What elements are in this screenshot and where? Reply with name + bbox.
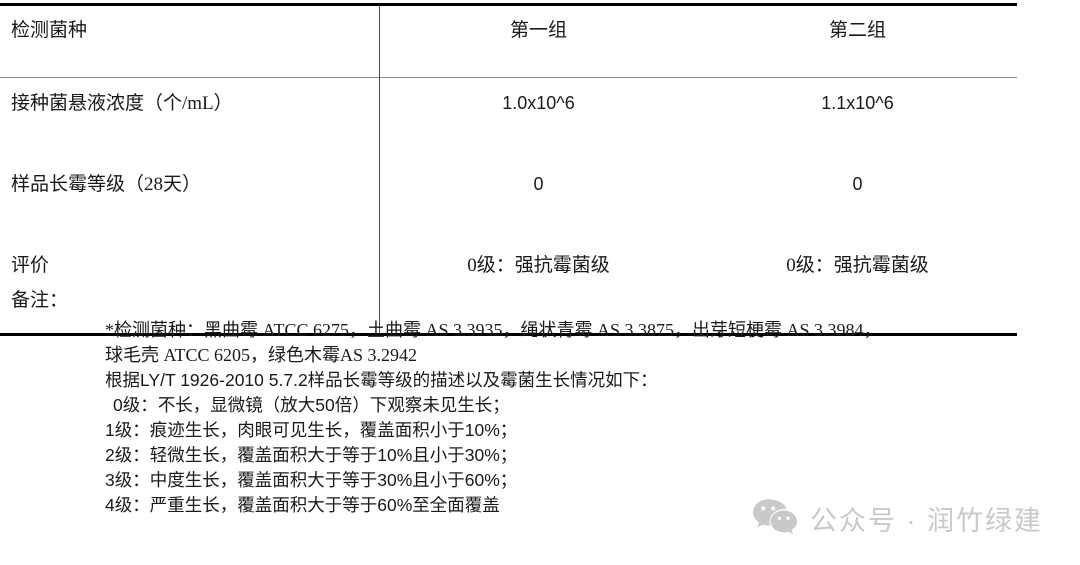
table-row: 检测菌种 第一组 第二组 [0,6,1017,77]
table-bottom-border [0,333,1017,336]
table-body: 检测菌种 第一组 第二组 接种菌悬液浓度（个/mL） 1.0x10^6 1.1x… [0,6,1017,333]
table-row: 接种菌悬液浓度（个/mL） 1.0x10^6 1.1x10^6 [0,78,1017,159]
note-line-strains: *检测菌种：黑曲霉 ATCC 6275，土曲霉 AS 3.3935，绳状青霉 A… [105,319,882,340]
wechat-watermark: 公众号 · 润竹绿建 [752,497,1043,540]
column-header-group-2: 第二组 [828,20,886,41]
row-label-mold-grade: 样品长霉等级（28天） [11,174,202,195]
watermark-label: 公众号 · 润竹绿建 [810,506,1043,536]
row-label-evaluation: 评价 [11,255,50,276]
cell-evaluation-group-1: 0级：强抗霉菌级 [467,255,610,276]
note-line-grade-0: 0级：不长，显微镜（放大50倍）下观察未见生长； [113,394,510,415]
cell-mold-grade-group-2: 0 [852,174,863,194]
table-row: 评价 0级：强抗霉菌级 0级：强抗霉菌级 [0,240,1017,333]
cell-mold-grade-group-1: 0 [533,174,544,194]
cell-concentration-group-2: 1.1x10^6 [821,93,894,113]
row-label-strains: 检测菌种 [11,20,88,41]
notes-title: 备注： [11,290,69,311]
table-row: 样品长霉等级（28天） 0 0 [0,159,1017,240]
note-line-grade-2: 2级：轻微生长，覆盖面积大于等于10%且小于30%； [105,444,518,465]
wechat-icon [752,497,798,540]
cell-evaluation-group-2: 0级：强抗霉菌级 [786,255,929,276]
note-line-strains-cont: 球毛壳 ATCC 6205，绿色木霉AS 3.2942 [105,344,418,365]
notes-body: *检测菌种：黑曲霉 ATCC 6275，土曲霉 AS 3.3935，绳状青霉 A… [0,314,1080,518]
note-line-grade-1: 1级：痕迹生长，肉眼可见生长，覆盖面积小于10%； [105,419,518,440]
notes-section: 备注： *检测菌种：黑曲霉 ATCC 6275，土曲霉 AS 3.3935，绳状… [0,288,1080,518]
column-header-group-1: 第一组 [509,20,567,41]
cell-concentration-group-1: 1.0x10^6 [502,93,575,113]
note-line-grade-4: 4级：严重生长，覆盖面积大于等于60%至全面覆盖 [105,494,500,515]
note-line-standard: 根据LY/T 1926-2010 5.7.2样品长霉等级的描述以及霉菌生长情况如… [105,369,658,390]
table-header-divider [0,77,1017,78]
table-top-border [0,3,1017,6]
mold-resistance-result-table: 检测菌种 第一组 第二组 接种菌悬液浓度（个/mL） 1.0x10^6 1.1x… [0,3,1017,336]
row-label-concentration: 接种菌悬液浓度（个/mL） [11,93,233,114]
table-column-divider [379,6,380,333]
note-line-grade-3: 3级：中度生长，覆盖面积大于等于30%且小于60%； [105,469,518,490]
